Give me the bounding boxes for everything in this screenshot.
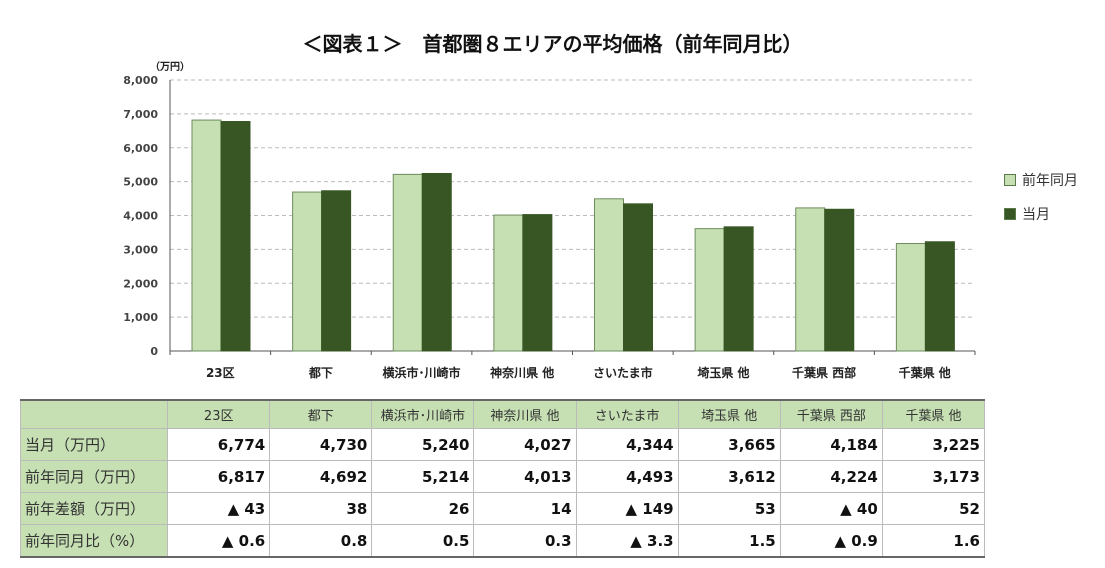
bar <box>321 190 352 352</box>
y-tick-label: 8,000 <box>123 74 158 87</box>
legend-label: 当月 <box>1022 207 1050 223</box>
table-cell: 52 <box>881 492 986 525</box>
table-cell: 5,240 <box>371 428 475 461</box>
table-cell: 4,493 <box>575 460 679 493</box>
y-tick-label: 0 <box>150 345 158 358</box>
row-label: 前年同月比（%） <box>19 524 169 558</box>
column-header: 埼玉県 他 <box>677 399 781 429</box>
table-row: 当月（万円） 6,774 4,730 5,240 4,027 4,344 3,665 4,18… <box>19 428 986 461</box>
table-cell: 5,214 <box>371 460 475 493</box>
chart-title: ＜図表１＞ 首都圏８エリアの平均価格（前年同月比） <box>302 32 803 56</box>
bar <box>421 172 452 352</box>
table-cell: ▲ 0.6 <box>167 524 271 558</box>
column-header: 千葉県 他 <box>881 399 986 429</box>
legend: 前年同月 当月 <box>1004 170 1078 238</box>
bar <box>392 173 423 352</box>
y-tick-label: 7,000 <box>123 108 158 121</box>
bar <box>623 203 653 352</box>
table-cell: 4,027 <box>473 428 577 461</box>
table-cell: ▲ 0.9 <box>779 524 883 558</box>
table-cell: ▲ 40 <box>779 492 883 525</box>
column-header: 23区 <box>167 399 271 429</box>
legend-item: 当月 <box>1004 204 1078 224</box>
x-tick-label: 都下 <box>308 365 333 380</box>
x-tick-label: 23区 <box>206 366 235 380</box>
table-cell: 4,184 <box>779 428 883 461</box>
column-header <box>19 399 169 429</box>
table-row: 前年同月（万円） 6,817 4,692 5,214 4,013 4,493 3,612 4,… <box>19 460 986 493</box>
legend-label: 前年同月 <box>1022 173 1078 189</box>
row-label: 前年同月（万円） <box>19 460 169 493</box>
bar <box>895 243 926 352</box>
table-cell: ▲ 43 <box>167 492 271 525</box>
table-row: 前年同月比（%） ▲ 0.6 0.8 0.5 0.3 ▲ 3.3 1.5 ▲ 0.9 1.6 <box>19 524 986 558</box>
table-cell: 6,817 <box>167 460 271 493</box>
table-cell: 14 <box>473 492 577 525</box>
row-label: 当月（万円） <box>19 428 169 461</box>
table-cell: 0.8 <box>269 524 373 558</box>
table-cell: 6,774 <box>167 428 271 461</box>
column-header: 千葉県 西部 <box>779 399 883 429</box>
table-cell: 0.5 <box>371 524 475 558</box>
table-row: 前年差額（万円） ▲ 43 38 26 14 ▲ 149 53 ▲ 40 52 <box>19 492 986 525</box>
bar <box>594 198 624 352</box>
bar <box>191 119 222 352</box>
table-cell: 1.6 <box>881 524 986 558</box>
bar <box>924 241 955 352</box>
legend-swatch <box>1004 174 1016 186</box>
column-header: 神奈川県 他 <box>473 399 577 429</box>
bar <box>220 121 251 352</box>
table-cell: ▲ 149 <box>575 492 679 525</box>
row-label: 前年差額（万円） <box>19 492 169 525</box>
table-cell: 4,730 <box>269 428 373 461</box>
table-cell: 26 <box>371 492 475 525</box>
table-cell: ▲ 3.3 <box>575 524 679 558</box>
table-cell: 4,224 <box>779 460 883 493</box>
x-tick-label: 神奈川県 他 <box>490 365 554 380</box>
table-cell: 4,013 <box>473 460 577 493</box>
column-header: 横浜市･川崎市 <box>371 399 475 429</box>
x-tick-label: さいたま市 <box>593 365 653 380</box>
table-cell: 53 <box>677 492 781 525</box>
table-cell: 4,344 <box>575 428 679 461</box>
table-header-row: 23区 都下 横浜市･川崎市 神奈川県 他さいたま市 埼玉県 他千葉県 西部 千葉県 他 <box>19 399 986 429</box>
legend-swatch <box>1004 208 1016 220</box>
x-tick-label: 千葉県 西部 <box>792 365 856 380</box>
bar <box>694 228 725 352</box>
bar <box>824 208 855 352</box>
y-tick-label: 3,000 <box>123 243 158 256</box>
table-cell: 3,225 <box>881 428 986 461</box>
legend-item: 前年同月 <box>1004 170 1078 190</box>
x-tick-label: 埼玉県 他 <box>697 365 749 380</box>
table-cell: 4,692 <box>269 460 373 493</box>
y-tick-label: 1,000 <box>123 311 158 324</box>
x-tick-label: 横浜市･川崎市 <box>383 365 461 380</box>
table-cell: 38 <box>269 492 373 525</box>
bar <box>292 191 323 352</box>
y-tick-label: 6,000 <box>123 142 158 155</box>
y-tick-label: 4,000 <box>123 210 158 223</box>
x-tick-label: 千葉県 他 <box>899 365 951 380</box>
bar-chart: 0 1,000 2,000 3,000 4,000 5,000 6,000 7,000 8,00… <box>123 60 976 380</box>
data-table: 23区 都下 横浜市･川崎市 神奈川県 他さいたま市 埼玉県 他千葉県 西部 千葉県 他当… <box>19 399 986 558</box>
table-cell: 3,665 <box>677 428 781 461</box>
column-header: 都下 <box>269 399 373 429</box>
bar <box>723 226 754 352</box>
table-cell: 3,612 <box>677 460 781 493</box>
bar <box>522 214 553 352</box>
bar <box>795 207 826 352</box>
table-cell: 3,173 <box>881 460 986 493</box>
table-cell: 1.5 <box>677 524 781 558</box>
y-tick-label: 5,000 <box>123 176 158 189</box>
column-header: さいたま市 <box>575 399 679 429</box>
y-axis-label: （万円） <box>150 60 190 73</box>
bar <box>493 214 524 352</box>
table-cell: 0.3 <box>473 524 577 558</box>
y-tick-label: 2,000 <box>123 277 158 290</box>
